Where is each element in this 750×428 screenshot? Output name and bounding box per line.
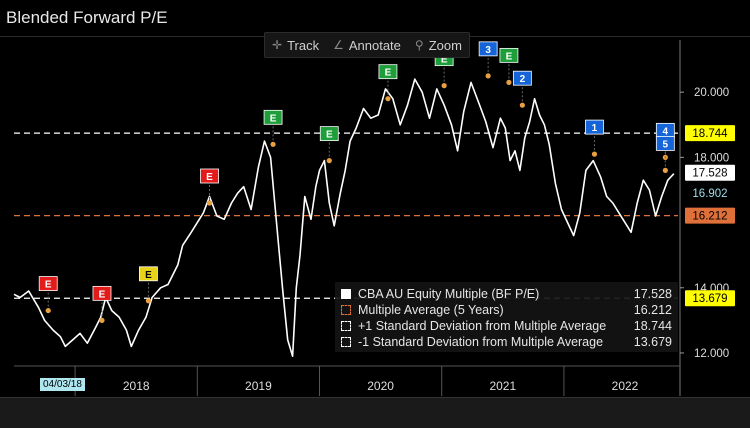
event-marker-label: 3	[485, 45, 491, 56]
legend-value: 18.744	[633, 319, 672, 333]
value-label-box	[685, 125, 735, 142]
event-marker	[478, 41, 498, 57]
event-dot	[506, 79, 512, 85]
event-dot	[206, 200, 213, 206]
event-dot	[326, 158, 332, 164]
event-marker-label: 1	[592, 123, 598, 134]
event-marker-label: E	[145, 270, 152, 281]
legend-value: 16.212	[633, 303, 672, 317]
event-marker	[655, 135, 675, 151]
event-dot	[99, 317, 105, 323]
event-dot	[519, 102, 525, 108]
event-marker	[139, 266, 158, 282]
crosshair-icon: ✛	[272, 38, 283, 52]
chart-title: Blended Forward P/E	[6, 8, 168, 27]
event-dot	[662, 167, 668, 173]
event-dot	[485, 73, 491, 79]
y-tick-label: 12.000	[694, 348, 729, 360]
legend-row: -1 Standard Deviation from Multiple Aver…	[341, 334, 672, 350]
legend-swatch	[341, 321, 351, 331]
value-label-box	[685, 164, 735, 181]
track-label: Track	[287, 37, 320, 53]
legend-label: -1 Standard Deviation from Multiple Aver…	[358, 335, 604, 349]
legend-swatch	[341, 289, 351, 299]
y-tick-label: 18.000	[694, 152, 729, 164]
legend-row: +1 Standard Deviation from Multiple Aver…	[341, 318, 672, 334]
event-marker-label: E	[270, 113, 277, 124]
track-button[interactable]: ✛ Track	[265, 33, 326, 57]
event-marker	[378, 64, 398, 80]
value-label-box	[685, 290, 735, 307]
event-marker-label: 2	[520, 74, 526, 85]
event-marker	[585, 119, 604, 135]
x-tick-label: 2022	[612, 379, 639, 393]
event-marker	[200, 168, 219, 184]
legend-swatch	[341, 305, 351, 315]
value-label: 13.679	[692, 293, 727, 305]
event-dot	[441, 83, 447, 89]
event-dot	[145, 298, 152, 304]
y-tick-label: 20.000	[694, 87, 729, 99]
event-marker-label: E	[326, 130, 333, 141]
legend-row: CBA AU Equity Multiple (BF P/E) 17.528	[341, 286, 672, 302]
annotate-label: Annotate	[348, 37, 401, 53]
zoom-label: Zoom	[428, 37, 462, 53]
event-marker	[512, 70, 532, 86]
value-label-box	[685, 185, 735, 202]
event-marker-label: E	[441, 55, 448, 66]
legend-label: CBA AU Equity Multiple (BF P/E)	[358, 287, 540, 301]
value-label: 16.212	[692, 211, 727, 223]
magnifier-icon: ⚲	[414, 38, 424, 52]
chart-legend: CBA AU Equity Multiple (BF P/E) 17.528 M…	[335, 282, 678, 352]
event-marker-label: 5	[663, 139, 669, 150]
event-dot	[385, 96, 391, 102]
event-marker	[92, 285, 112, 301]
date-marker: 04/03/18	[40, 378, 85, 391]
legend-swatch	[341, 337, 351, 347]
legend-value: 17.528	[633, 287, 672, 301]
event-marker	[38, 276, 58, 291]
x-tick-label: 2018	[123, 379, 150, 393]
event-dot	[45, 307, 51, 314]
zoom-button[interactable]: ⚲ Zoom	[408, 33, 469, 57]
event-dot	[591, 151, 598, 157]
annotate-button[interactable]: ∠ Annotate	[326, 33, 408, 57]
x-tick-label: 2020	[367, 379, 394, 393]
legend-label: Multiple Average (5 Years)	[358, 303, 504, 317]
event-marker-label: E	[45, 280, 52, 291]
event-marker	[263, 109, 283, 125]
legend-label: +1 Standard Deviation from Multiple Aver…	[358, 319, 607, 333]
x-tick-label: 2021	[489, 379, 516, 393]
value-label-box	[685, 207, 735, 224]
chart-toolbar: ✛ Track ∠ Annotate ⚲ Zoom	[264, 32, 470, 58]
pencil-icon: ∠	[333, 38, 344, 52]
event-marker-label: E	[506, 51, 513, 62]
legend-value: 13.679	[633, 335, 672, 349]
legend-row: Multiple Average (5 Years) 16.212	[341, 302, 672, 318]
event-marker	[499, 47, 519, 63]
x-tick-label: 2019	[245, 379, 272, 393]
value-label: 18.744	[692, 128, 728, 140]
event-marker-label: E	[206, 172, 213, 183]
event-dot	[270, 141, 276, 147]
pe-series-line	[13, 78, 675, 358]
value-label: 17.528	[692, 168, 727, 180]
bottom-bar	[0, 397, 750, 428]
event-marker-label: E	[385, 68, 392, 79]
value-label: 16.902	[692, 188, 727, 200]
event-marker-label: 4	[663, 126, 669, 137]
event-marker	[319, 126, 339, 142]
event-marker-label: E	[99, 289, 106, 300]
